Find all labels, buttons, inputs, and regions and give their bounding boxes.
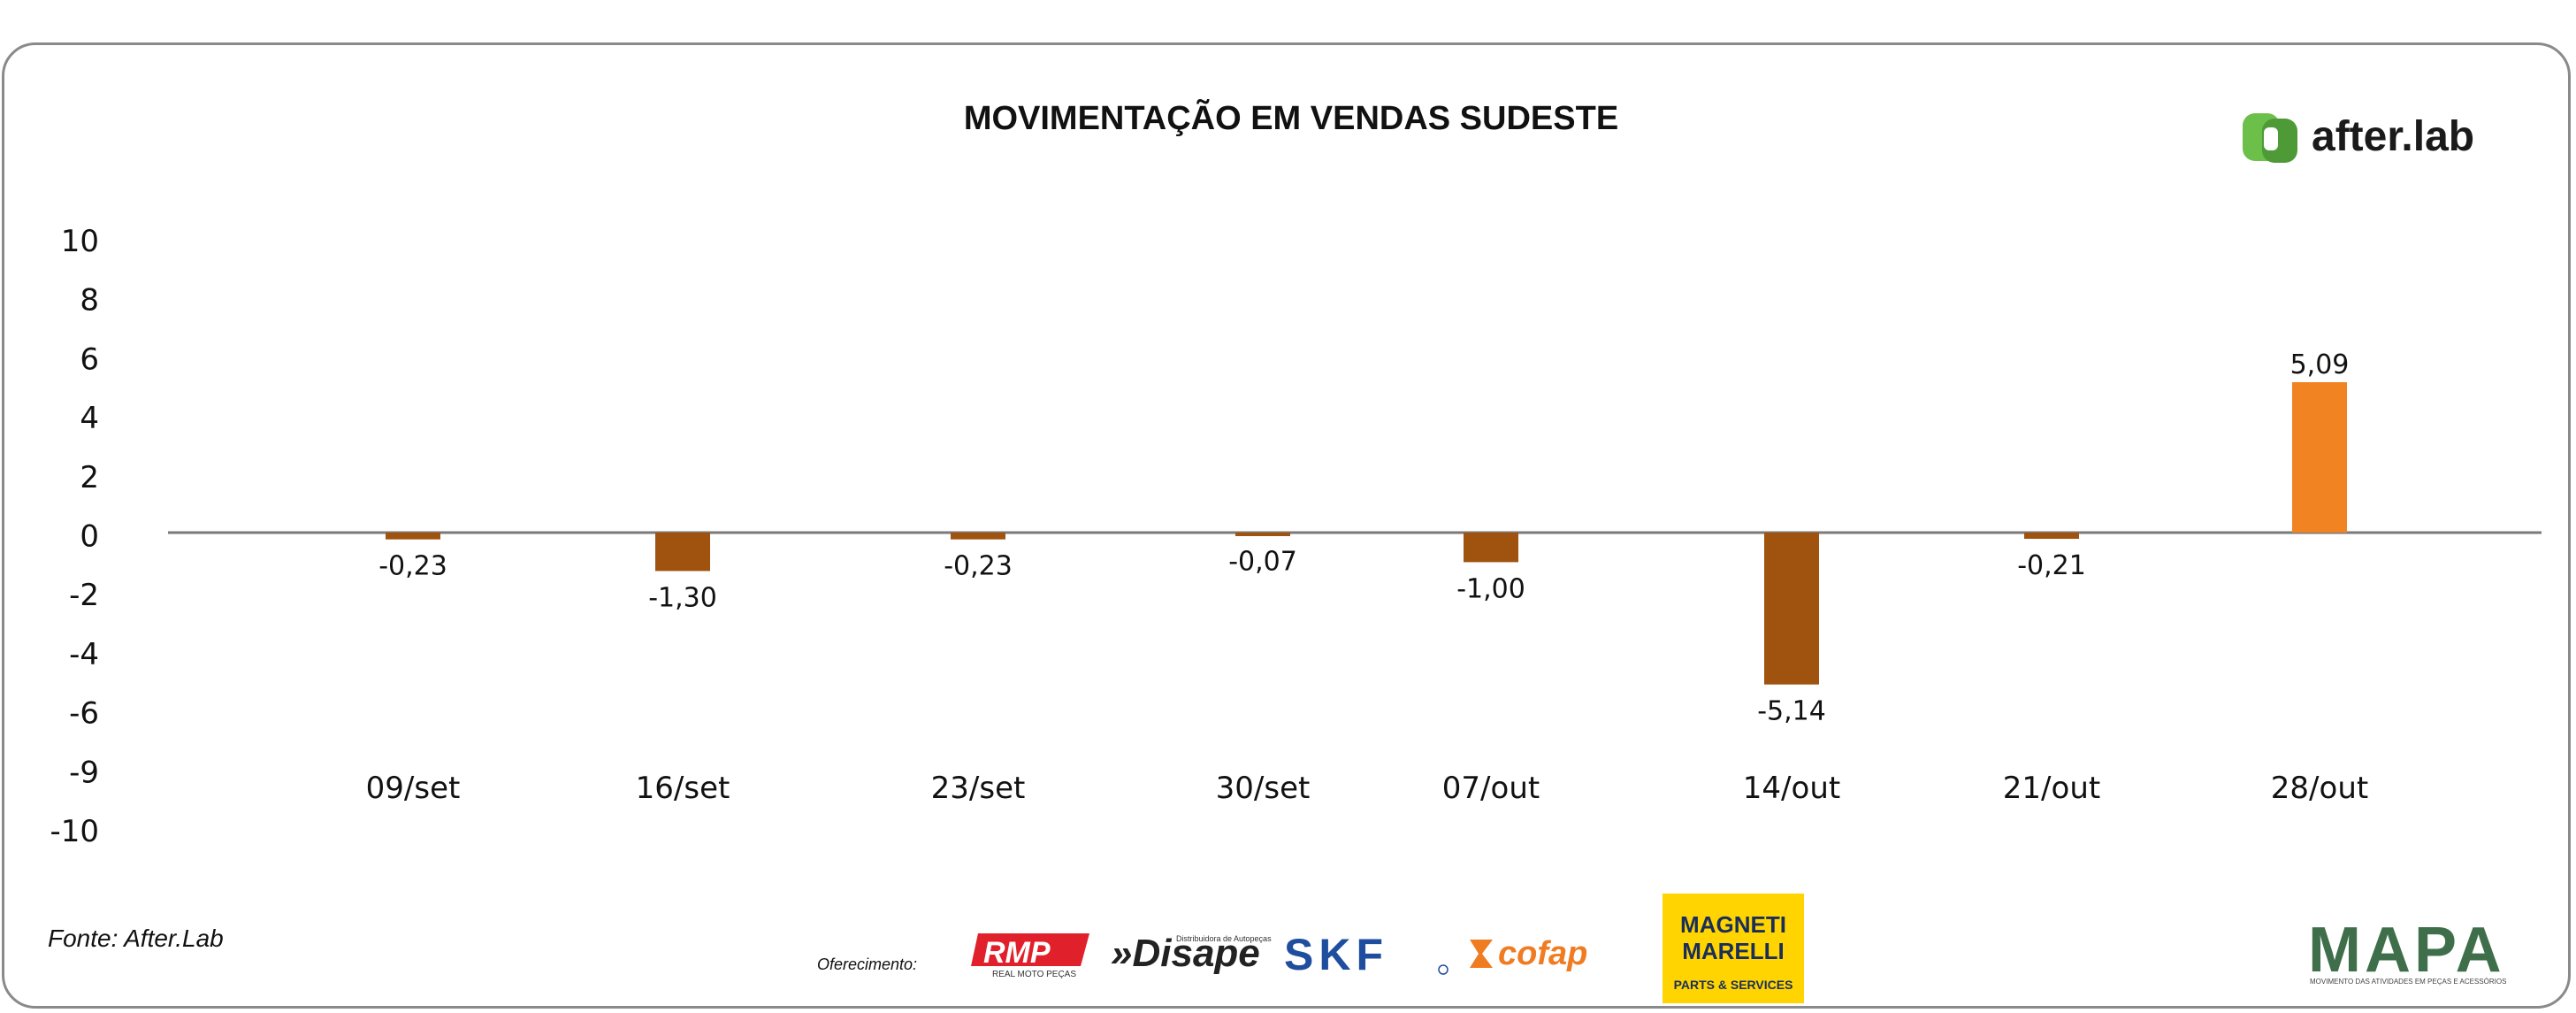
afterlab-logo-mark-gap bbox=[2264, 127, 2278, 150]
bar-21-out bbox=[2024, 533, 2079, 540]
skf-registered-icon bbox=[1438, 964, 1449, 975]
sponsor-label: Oferecimento: bbox=[817, 955, 917, 973]
chart-title: MOVIMENTAÇÃO EM VENDAS SUDESTE bbox=[964, 98, 1618, 137]
y-tick-label: -2 bbox=[69, 578, 99, 613]
data-label: -0,21 bbox=[2017, 550, 2086, 581]
x-tick-label: 23/set bbox=[931, 771, 1026, 806]
mapa-logo-text: MAPA bbox=[2308, 915, 2505, 986]
x-axis-ticks: 09/set 16/set 23/set 30/set 07/out 14/out 21/o… bbox=[366, 771, 2369, 806]
x-tick-label: 07/out bbox=[1442, 771, 1540, 806]
x-tick-label: 09/set bbox=[366, 771, 461, 806]
y-tick-label: 6 bbox=[80, 342, 99, 377]
mapa-logo: MAPA MOVIMENTO DAS ATIVIDADES EM PEÇAS E… bbox=[2308, 915, 2506, 986]
y-tick-label: 8 bbox=[80, 283, 99, 318]
y-tick-label: -9 bbox=[69, 755, 99, 790]
x-tick-label: 28/out bbox=[2271, 771, 2368, 806]
y-tick-label: 4 bbox=[80, 401, 99, 436]
afterlab-logo-text: after.lab bbox=[2312, 113, 2474, 160]
magneti-marelli-line1: MAGNETI bbox=[1680, 911, 1786, 938]
bar-14-out bbox=[1764, 533, 1819, 685]
y-tick-label: -4 bbox=[69, 637, 99, 672]
bars-group bbox=[386, 381, 2347, 685]
cofap-logo-text: cofap bbox=[1498, 935, 1587, 972]
magneti-marelli-logo-box bbox=[1663, 894, 1804, 1003]
chart-card bbox=[2, 42, 2571, 1009]
data-label: -0,07 bbox=[1228, 546, 1297, 577]
source-note: Fonte: After.Lab bbox=[48, 925, 224, 952]
x-tick-label: 21/out bbox=[2003, 771, 2100, 806]
x-tick-label: 14/out bbox=[1743, 771, 1840, 806]
rmp-logo-text: RMP bbox=[983, 936, 1051, 970]
bar-30-set bbox=[1235, 533, 1290, 536]
bar-23-set bbox=[951, 533, 1005, 540]
magneti-marelli-logo: MAGNETI MARELLI PARTS & SERVICES bbox=[1663, 894, 1804, 1003]
y-tick-label: -10 bbox=[50, 814, 99, 849]
disape-logo-subtext: Distribuidora de Autopeças bbox=[1176, 934, 1272, 943]
cofap-logo-mark bbox=[1470, 940, 1493, 968]
x-tick-label: 30/set bbox=[1216, 771, 1311, 806]
data-labels-group: -0,23 -1,30 -0,23 -0,07 -1,00 -5,14 -0,21 5,09 bbox=[378, 349, 2349, 727]
rmp-logo: RMP REAL MOTO PEÇAS bbox=[971, 933, 1089, 979]
y-tick-label: 2 bbox=[80, 460, 99, 495]
data-label: -1,00 bbox=[1456, 573, 1525, 604]
data-label: -0,23 bbox=[944, 551, 1013, 582]
y-tick-label: 10 bbox=[61, 224, 99, 259]
disape-logo-text: »Disape bbox=[1111, 932, 1260, 975]
data-label: -1,30 bbox=[648, 582, 717, 613]
mapa-logo-subtext: MOVIMENTO DAS ATIVIDADES EM PEÇAS E ACES… bbox=[2310, 978, 2506, 986]
data-label: -0,23 bbox=[378, 551, 447, 582]
afterlab-logo: after.lab bbox=[2243, 113, 2474, 163]
bar-09-set bbox=[386, 533, 440, 540]
skf-logo-text: SKF bbox=[1284, 930, 1388, 979]
y-tick-label: -6 bbox=[69, 696, 99, 732]
rmp-logo-subtext: REAL MOTO PEÇAS bbox=[992, 970, 1076, 979]
bar-07-out bbox=[1464, 533, 1518, 563]
x-tick-label: 16/set bbox=[636, 771, 730, 806]
disape-logo: Distribuidora de Autopeças »Disape bbox=[1111, 932, 1272, 975]
data-label: -5,14 bbox=[1757, 696, 1826, 727]
cofap-logo: cofap bbox=[1470, 935, 1587, 972]
skf-logo: SKF bbox=[1284, 930, 1449, 979]
y-tick-label: 0 bbox=[80, 519, 99, 555]
rmp-logo-shape bbox=[971, 933, 1089, 966]
data-label: 5,09 bbox=[2290, 349, 2350, 380]
y-axis-ticks: 10 8 6 4 2 0 -2 -4 -6 -9 -10 bbox=[50, 224, 99, 849]
magneti-marelli-subtext: PARTS & SERVICES bbox=[1674, 978, 1793, 992]
magneti-marelli-line2: MARELLI bbox=[1682, 938, 1785, 964]
bar-28-out bbox=[2292, 381, 2347, 533]
bar-16-set bbox=[655, 533, 710, 572]
